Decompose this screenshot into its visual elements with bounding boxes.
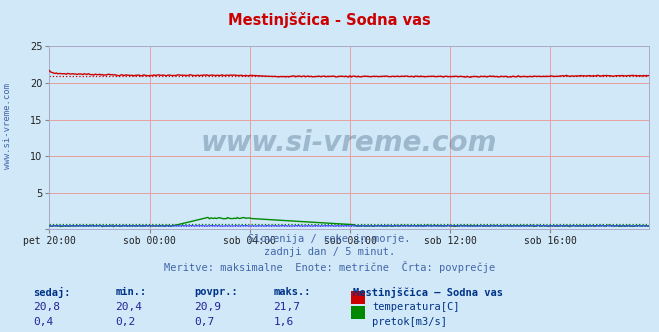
- Text: 21,7: 21,7: [273, 302, 301, 312]
- Text: Mestinjščica - Sodna vas: Mestinjščica - Sodna vas: [228, 12, 431, 28]
- Text: Mestinjščica – Sodna vas: Mestinjščica – Sodna vas: [353, 287, 503, 298]
- Text: 0,7: 0,7: [194, 317, 215, 327]
- Text: 0,4: 0,4: [33, 317, 53, 327]
- Text: www.si-vreme.com: www.si-vreme.com: [3, 83, 13, 169]
- Text: 1,6: 1,6: [273, 317, 294, 327]
- Text: zadnji dan / 5 minut.: zadnji dan / 5 minut.: [264, 247, 395, 257]
- Text: Slovenija / reke in morje.: Slovenija / reke in morje.: [248, 234, 411, 244]
- Text: 20,9: 20,9: [194, 302, 221, 312]
- Text: pretok[m3/s]: pretok[m3/s]: [372, 317, 447, 327]
- Text: 20,8: 20,8: [33, 302, 60, 312]
- Text: temperatura[C]: temperatura[C]: [372, 302, 460, 312]
- Text: sedaj:: sedaj:: [33, 287, 71, 298]
- Text: maks.:: maks.:: [273, 287, 311, 297]
- Text: www.si-vreme.com: www.si-vreme.com: [201, 129, 498, 157]
- Text: 0,2: 0,2: [115, 317, 136, 327]
- Text: Meritve: maksimalne  Enote: metrične  Črta: povprečje: Meritve: maksimalne Enote: metrične Črta…: [164, 261, 495, 273]
- Text: povpr.:: povpr.:: [194, 287, 238, 297]
- Text: min.:: min.:: [115, 287, 146, 297]
- Text: 20,4: 20,4: [115, 302, 142, 312]
